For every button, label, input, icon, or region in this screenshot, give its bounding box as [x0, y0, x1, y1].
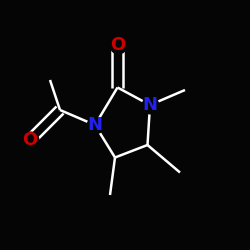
Text: O: O	[22, 131, 38, 149]
Text: N: N	[142, 96, 158, 114]
Text: N: N	[88, 116, 102, 134]
Text: O: O	[110, 36, 125, 54]
